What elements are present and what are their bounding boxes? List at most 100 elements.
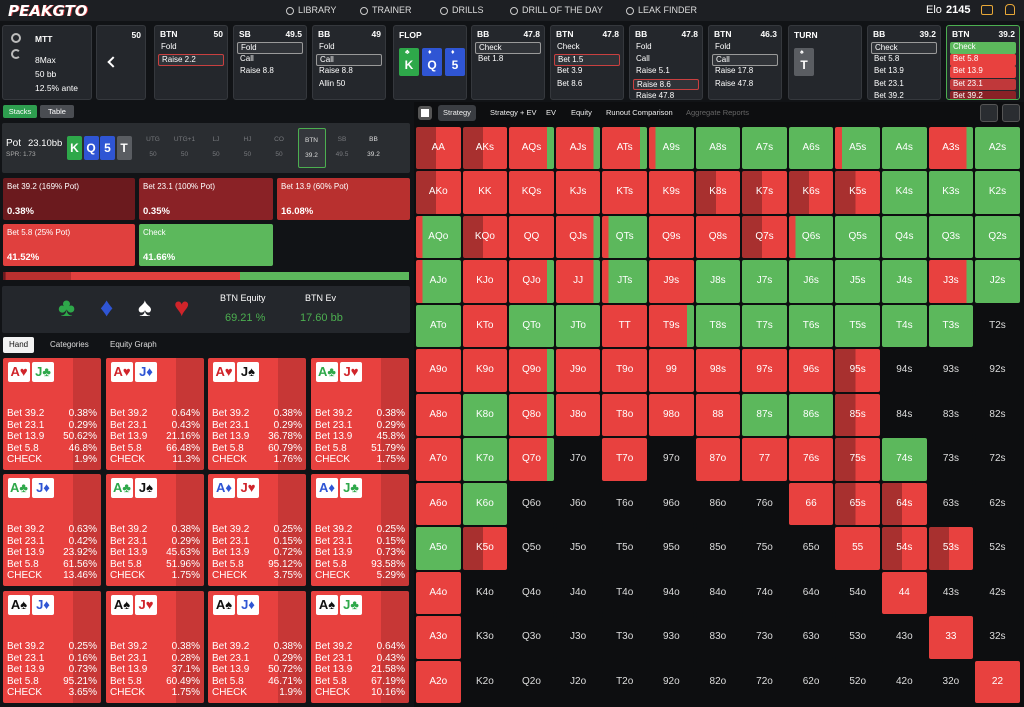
action-card[interactable]: FLOP ♣ K ♦ Q ♦ 5 — [393, 25, 467, 100]
hand-cell[interactable]: T9o — [602, 349, 647, 392]
hand-tab[interactable]: Categories — [50, 340, 89, 349]
hand-cell[interactable]: AA — [416, 127, 461, 170]
hand-cell[interactable]: QTo — [509, 304, 554, 348]
hand-cell[interactable]: 88 — [695, 393, 741, 437]
hand-cell[interactable]: 76o — [742, 482, 787, 526]
hand-cell[interactable]: 84o — [695, 571, 741, 615]
strategy-tab[interactable]: Strategy — [438, 105, 476, 121]
hand-cell[interactable]: KJo — [462, 260, 508, 303]
hand-cell[interactable]: 65o — [788, 527, 834, 570]
hand-cell[interactable]: 86o — [695, 482, 741, 526]
hand-cell[interactable]: TT — [602, 304, 647, 348]
action-summary[interactable]: Bet 5.8 (25% Pot) 41.52% — [3, 224, 135, 266]
hand-cell[interactable]: K3o — [462, 616, 508, 659]
action-summary[interactable]: Check 41.66% — [139, 224, 273, 266]
hand-cell[interactable]: 73o — [742, 616, 787, 659]
hand-cell[interactable]: A9s — [649, 127, 694, 170]
hand-cell[interactable]: 62o — [788, 660, 834, 703]
hand-cell[interactable]: J8o — [555, 393, 601, 437]
action-option[interactable]: Fold — [715, 42, 731, 51]
hand-cell[interactable]: 33 — [928, 616, 974, 659]
hand-cell[interactable]: 62s — [975, 482, 1020, 526]
hand-cell[interactable]: 44 — [882, 571, 927, 615]
hand-cell[interactable]: 52o — [835, 660, 880, 703]
hand-cell[interactable]: 43o — [882, 616, 927, 659]
hand-cell[interactable]: K7s — [742, 171, 787, 214]
hand-cell[interactable]: K3s — [928, 171, 974, 214]
hand-cell[interactable]: 75o — [742, 527, 787, 570]
hand-cell[interactable]: K6o — [462, 482, 508, 526]
strategy-tab[interactable]: Runout Comparison — [606, 108, 673, 117]
hand-cell[interactable]: 93s — [928, 349, 974, 392]
left-tab[interactable]: Table — [40, 105, 74, 118]
hand-cell[interactable]: 85s — [835, 393, 880, 437]
hand-card[interactable]: A♠ J♥ Bet 39.2 0.38% Bet 23.1 0.28% Bet 13.9 37… — [106, 591, 204, 703]
hand-cell[interactable]: 97s — [742, 349, 787, 392]
action-option[interactable]: Bet 3.9 — [557, 66, 583, 76]
hand-cell[interactable]: 72s — [975, 438, 1020, 481]
hand-cell[interactable]: 94s — [882, 349, 927, 392]
action-option[interactable]: Raise 8.8 — [240, 66, 274, 76]
logo[interactable]: PEAKGTO — [8, 2, 88, 20]
hand-cell[interactable]: A7o — [416, 438, 461, 481]
action-card[interactable]: BB 39.2 Check Bet 5.8 Bet 13.9 Bet 23.1 Bet 39… — [867, 25, 941, 100]
hand-cell[interactable]: Q5s — [835, 215, 880, 259]
nav-item[interactable]: LEAK FINDER — [624, 3, 697, 18]
hand-cell[interactable]: K2s — [975, 171, 1020, 214]
hand-cell[interactable]: T8o — [602, 393, 647, 437]
hand-cell[interactable]: A3s — [928, 127, 974, 170]
strategy-tab[interactable]: Equity — [571, 108, 592, 117]
hand-cell[interactable]: J3o — [555, 616, 601, 659]
action-card[interactable]: SB 49.5 Fold Call Raise 8.8 — [233, 25, 307, 100]
hand-cell[interactable]: J6s — [788, 260, 834, 303]
hand-cell[interactable]: 86s — [788, 393, 834, 437]
hand-card[interactable]: A♠ J♣ Bet 39.2 0.64% Bet 23.1 0.43% Bet 13.9 21… — [311, 591, 409, 703]
action-option[interactable]: Bet 23.1 — [874, 78, 904, 88]
hand-cell[interactable]: Q8s — [695, 215, 741, 259]
hand-cell[interactable]: KTs — [602, 171, 647, 214]
suit-filter[interactable]: ♠ — [138, 292, 152, 322]
hand-card[interactable]: A♦ J♣ Bet 39.2 0.25% Bet 23.1 0.15% Bet 13.9 0.… — [311, 474, 409, 586]
hand-cell[interactable]: T6s — [788, 304, 834, 348]
hand-cell[interactable]: JJ — [555, 260, 601, 303]
action-option[interactable]: Bet 5.8 — [950, 54, 1016, 66]
hand-cell[interactable]: 85o — [695, 527, 741, 570]
hand-card[interactable]: A♦ J♥ Bet 39.2 0.25% Bet 23.1 0.15% Bet 13.9 0.… — [208, 474, 306, 586]
action-summary[interactable]: Bet 39.2 (169% Pot) 0.38% — [3, 178, 135, 220]
action-option[interactable]: Call — [712, 54, 778, 66]
hand-cell[interactable]: JTo — [555, 304, 601, 348]
action-option[interactable]: Raise 47.8 — [636, 90, 675, 100]
chat-icon[interactable] — [981, 5, 993, 15]
hand-cell[interactable]: K2o — [462, 660, 508, 703]
hand-cell[interactable]: 53s — [928, 527, 974, 570]
hand-card[interactable]: A♣ J♥ Bet 39.2 0.38% Bet 23.1 0.29% Bet 13.9 45… — [311, 358, 409, 470]
hand-cell[interactable]: 75s — [835, 438, 880, 481]
action-option[interactable]: Bet 1.8 — [478, 54, 504, 64]
hand-cell[interactable]: 94o — [649, 571, 694, 615]
hand-cell[interactable]: 55 — [835, 527, 880, 570]
action-card[interactable]: BB 47.8 Fold Call Raise 5.1 Raise 8.6 Raise 47… — [629, 25, 703, 100]
hand-cell[interactable]: K9s — [649, 171, 694, 214]
action-option[interactable]: Bet 39.2 — [950, 90, 1016, 99]
action-option[interactable]: Bet 23.1 — [950, 78, 1016, 91]
action-option[interactable]: Call — [636, 54, 650, 64]
hand-cell[interactable]: A3o — [416, 616, 461, 659]
action-option[interactable]: Bet 1.5 — [554, 54, 620, 66]
hand-cell[interactable]: Q7o — [509, 438, 554, 481]
hand-card[interactable]: A♣ J♦ Bet 39.2 0.63% Bet 23.1 0.42% Bet 13.9 23… — [3, 474, 101, 586]
hand-cell[interactable]: T4o — [602, 571, 647, 615]
hand-cell[interactable]: Q4o — [509, 571, 554, 615]
hand-cell[interactable]: K8o — [462, 393, 508, 437]
hand-card[interactable]: A♠ J♦ Bet 39.2 0.38% Bet 23.1 0.29% Bet 13.9 50… — [208, 591, 306, 703]
hand-cell[interactable]: QJs — [555, 215, 601, 259]
hand-cell[interactable]: T5s — [835, 304, 880, 348]
action-option[interactable]: Check — [871, 42, 937, 54]
hand-cell[interactable]: T8s — [695, 304, 741, 348]
hand-cell[interactable]: Q5o — [509, 527, 554, 570]
hand-cell[interactable]: Q2s — [975, 215, 1020, 259]
hand-cell[interactable]: KQo — [462, 215, 508, 259]
hand-cell[interactable]: T6o — [602, 482, 647, 526]
hand-cell[interactable]: A7s — [742, 127, 787, 170]
hand-cell[interactable]: T5o — [602, 527, 647, 570]
suit-filter[interactable]: ♥ — [174, 292, 190, 322]
